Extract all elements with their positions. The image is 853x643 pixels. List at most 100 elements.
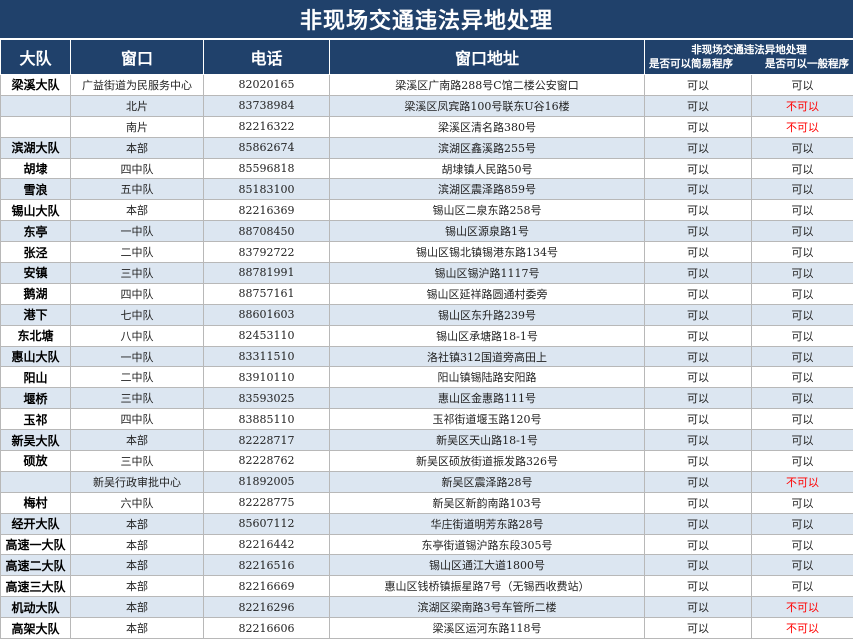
window-cell: 北片 bbox=[70, 94, 204, 117]
simple-cell: 可以 bbox=[644, 178, 752, 201]
address-cell: 洛社镇312国道旁高田上 bbox=[329, 345, 645, 368]
phone-cell: 85862674 bbox=[203, 136, 330, 159]
phone-cell: 82228762 bbox=[203, 450, 330, 472]
table-row: 雪浪 五中队 85183100 滨湖区震泽路859号 可以 可以 bbox=[0, 178, 853, 201]
phone-cell: 88757161 bbox=[203, 282, 330, 305]
general-cell: 可以 bbox=[751, 408, 853, 431]
phone-cell: 83792722 bbox=[203, 241, 330, 264]
dadui-cell: 经开大队 bbox=[0, 512, 71, 535]
table-row: 南片 82216322 梁溪区清名路380号 可以 不可以 bbox=[0, 115, 853, 138]
address-cell: 锡山区东升路239号 bbox=[329, 303, 645, 326]
table-row: 硕放 三中队 82228762 新吴区硕放街道振发路326号 可以 可以 bbox=[0, 450, 853, 472]
general-cell: 可以 bbox=[751, 512, 853, 535]
address-cell: 滨湖区梁南路3号车管所二楼 bbox=[329, 596, 645, 619]
table-row: 鹅湖 四中队 88757161 锡山区延祥路圆通村委旁 可以 可以 bbox=[0, 282, 853, 305]
general-cell: 不可以 bbox=[751, 115, 853, 138]
dadui-cell: 玉祁 bbox=[0, 408, 71, 431]
window-cell: 三中队 bbox=[70, 262, 204, 284]
simple-cell: 可以 bbox=[644, 241, 752, 264]
simple-cell: 可以 bbox=[644, 450, 752, 472]
table-row: 新吴大队 本部 82228717 新吴区天山路18-1号 可以 可以 bbox=[0, 429, 853, 452]
table-row: 惠山大队 一中队 83311510 洛社镇312国道旁高田上 可以 可以 bbox=[0, 345, 853, 368]
address-cell: 新吴区新韵南路103号 bbox=[329, 491, 645, 514]
simple-cell: 可以 bbox=[644, 491, 752, 514]
simple-cell: 可以 bbox=[644, 366, 752, 389]
simple-cell: 可以 bbox=[644, 94, 752, 117]
dadui-cell: 高速三大队 bbox=[0, 575, 71, 598]
general-cell: 可以 bbox=[751, 199, 853, 222]
address-cell: 梁溪区广南路288号C馆二楼公安窗口 bbox=[329, 74, 645, 96]
table-row: 安镇 三中队 88781991 锡山区锡沪路1117号 可以 可以 bbox=[0, 262, 853, 284]
phone-cell: 82216516 bbox=[203, 554, 330, 577]
general-cell: 可以 bbox=[751, 387, 853, 410]
dadui-cell: 高速二大队 bbox=[0, 554, 71, 577]
simple-cell: 可以 bbox=[644, 324, 752, 347]
simple-cell: 可以 bbox=[644, 220, 752, 243]
phone-cell: 82228717 bbox=[203, 429, 330, 452]
window-cell: 本部 bbox=[70, 554, 204, 577]
window-cell: 五中队 bbox=[70, 178, 204, 201]
address-cell: 滨湖区震泽路859号 bbox=[329, 178, 645, 201]
table-row: 新吴行政审批中心 81892005 新吴区震泽路28号 可以 不可以 bbox=[0, 470, 853, 493]
phone-cell: 82216606 bbox=[203, 617, 330, 640]
window-cell: 三中队 bbox=[70, 450, 204, 472]
table-row: 阳山 二中队 83910110 阳山镇锡陆路安阳路 可以 可以 bbox=[0, 366, 853, 389]
dadui-cell: 雪浪 bbox=[0, 178, 71, 201]
table-row: 玉祁 四中队 83885110 玉祁街道堰玉路120号 可以 可以 bbox=[0, 408, 853, 431]
window-cell: 二中队 bbox=[70, 241, 204, 264]
office-table: 大队 窗口 电话 窗口地址 非现场交通违法异地处理 是否可以简易程序 是否可以一… bbox=[0, 39, 853, 640]
address-cell: 新吴区震泽路28号 bbox=[329, 470, 645, 493]
simple-cell: 可以 bbox=[644, 282, 752, 305]
general-cell: 可以 bbox=[751, 262, 853, 284]
window-cell: 新吴行政审批中心 bbox=[70, 470, 204, 493]
phone-cell: 83311510 bbox=[203, 345, 330, 368]
table-row: 高速一大队 本部 82216442 东亭街道锡沪路东段305号 可以 可以 bbox=[0, 533, 853, 556]
address-cell: 华庄街道明芳东路28号 bbox=[329, 512, 645, 535]
general-cell: 可以 bbox=[751, 303, 853, 326]
general-cell: 可以 bbox=[751, 74, 853, 96]
dadui-cell: 新吴大队 bbox=[0, 429, 71, 452]
table-row: 北片 83738984 梁溪区凤宾路100号联东U谷16楼 可以 不可以 bbox=[0, 94, 853, 117]
address-cell: 梁溪区凤宾路100号联东U谷16楼 bbox=[329, 94, 645, 117]
address-cell: 锡山区承塘路18-1号 bbox=[329, 324, 645, 347]
simple-cell: 可以 bbox=[644, 387, 752, 410]
dadui-cell: 阳山 bbox=[0, 366, 71, 389]
dadui-cell: 胡埭 bbox=[0, 157, 71, 180]
window-cell: 本部 bbox=[70, 617, 204, 640]
sheet-title: 非现场交通违法异地处理 bbox=[0, 0, 853, 39]
general-cell: 不可以 bbox=[751, 617, 853, 640]
phone-cell: 82216296 bbox=[203, 596, 330, 619]
dadui-cell bbox=[0, 470, 71, 493]
dadui-cell: 港下 bbox=[0, 303, 71, 326]
address-cell: 滨湖区鑫溪路255号 bbox=[329, 136, 645, 159]
dadui-cell bbox=[0, 94, 71, 117]
table-row: 胡埭 四中队 85596818 胡埭镇人民路50号 可以 可以 bbox=[0, 157, 853, 180]
dadui-cell: 硕放 bbox=[0, 450, 71, 472]
header-dadui: 大队 bbox=[0, 39, 71, 75]
window-cell: 三中队 bbox=[70, 387, 204, 410]
phone-cell: 82216322 bbox=[203, 115, 330, 138]
window-cell: 本部 bbox=[70, 533, 204, 556]
phone-cell: 82228775 bbox=[203, 491, 330, 514]
simple-cell: 可以 bbox=[644, 136, 752, 159]
window-cell: 四中队 bbox=[70, 408, 204, 431]
header-general: 是否可以一般程序 bbox=[765, 58, 849, 70]
general-cell: 可以 bbox=[751, 345, 853, 368]
general-cell: 可以 bbox=[751, 575, 853, 598]
phone-cell: 83738984 bbox=[203, 94, 330, 117]
address-cell: 玉祁街道堰玉路120号 bbox=[329, 408, 645, 431]
header-address: 窗口地址 bbox=[329, 39, 645, 75]
general-cell: 可以 bbox=[751, 366, 853, 389]
address-cell: 锡山区二泉东路258号 bbox=[329, 199, 645, 222]
address-cell: 锡山区通江大道1800号 bbox=[329, 554, 645, 577]
window-cell: 一中队 bbox=[70, 345, 204, 368]
dadui-cell: 梁溪大队 bbox=[0, 74, 71, 96]
address-cell: 阳山镇锡陆路安阳路 bbox=[329, 366, 645, 389]
table-row: 梅村 六中队 82228775 新吴区新韵南路103号 可以 可以 bbox=[0, 491, 853, 514]
general-cell: 不可以 bbox=[751, 94, 853, 117]
dadui-cell: 安镇 bbox=[0, 262, 71, 284]
phone-cell: 88601603 bbox=[203, 303, 330, 326]
simple-cell: 可以 bbox=[644, 596, 752, 619]
table-row: 经开大队 本部 85607112 华庄街道明芳东路28号 可以 可以 bbox=[0, 512, 853, 535]
table-row: 高速二大队 本部 82216516 锡山区通江大道1800号 可以 可以 bbox=[0, 554, 853, 577]
